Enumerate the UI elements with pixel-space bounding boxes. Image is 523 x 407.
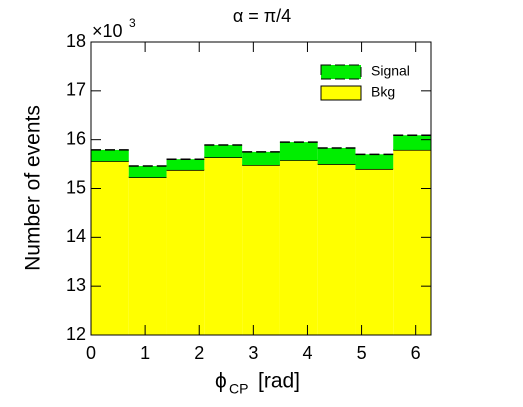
bar	[317, 147, 356, 165]
bar	[204, 145, 243, 158]
bar	[393, 149, 431, 335]
bar	[242, 165, 280, 335]
y-multiplier: ×10	[92, 21, 123, 41]
x-axis-label: ϕ	[215, 370, 227, 393]
bar	[242, 151, 280, 166]
y-multiplier-exponent: 3	[129, 16, 136, 30]
x-tick-label: 3	[248, 343, 258, 363]
legend-swatch	[320, 64, 362, 80]
bar	[355, 154, 394, 169]
x-tick-label: 5	[357, 343, 367, 363]
legend-label: Signal	[371, 63, 410, 79]
x-axis-label-subscript: CP	[229, 381, 248, 397]
bar	[91, 149, 129, 162]
y-axis-label: Number of events	[22, 105, 45, 271]
bar	[317, 164, 356, 335]
y-tick-label: 18	[66, 31, 86, 51]
y-tick-label: 15	[66, 177, 86, 197]
y-tick-label: 13	[66, 275, 86, 295]
y-tick-label: 17	[66, 80, 86, 100]
y-tick-label: 12	[66, 324, 86, 344]
x-axis-label-unit: [rad]	[258, 370, 300, 393]
x-tick-label: 4	[302, 343, 312, 363]
bar	[204, 157, 243, 335]
x-tick-label: 2	[194, 343, 204, 363]
bar	[279, 160, 318, 335]
bar	[91, 161, 129, 335]
x-tick-label: 6	[411, 343, 421, 363]
x-tick-label: 1	[140, 343, 150, 363]
bar	[128, 177, 167, 335]
bar	[393, 135, 431, 150]
x-tick-label: 0	[86, 343, 96, 363]
legend-swatch	[320, 85, 362, 101]
y-tick-label: 14	[66, 226, 86, 246]
bar	[355, 168, 394, 335]
bar	[279, 142, 318, 161]
bar	[166, 169, 205, 335]
chart-title: α = π/4	[233, 6, 291, 26]
bar	[128, 166, 167, 178]
legend-label: Bkg	[371, 84, 395, 100]
y-tick-label: 16	[66, 128, 86, 148]
bar	[166, 159, 205, 170]
